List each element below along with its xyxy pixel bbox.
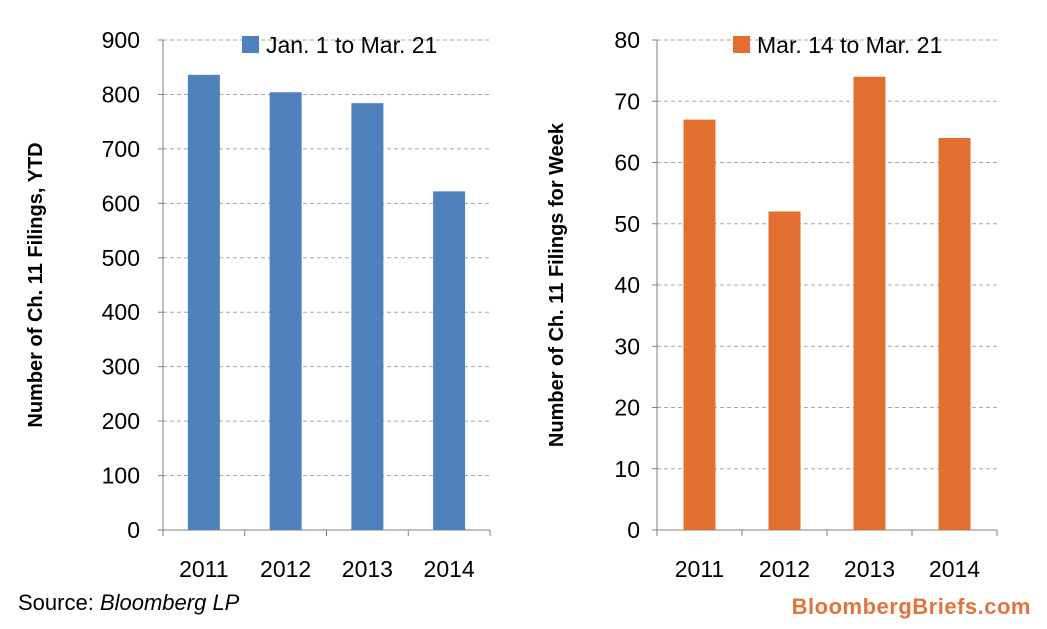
bar-2011 [683, 119, 716, 530]
legend-swatch [242, 36, 259, 53]
bar-2014 [433, 191, 466, 530]
legend-label: Mar. 14 to Mar. 21 [757, 32, 942, 58]
bar-2013 [351, 103, 384, 531]
y-tick-label: 500 [102, 245, 140, 271]
x-tick-label: 2011 [179, 556, 228, 582]
bar-2014 [938, 138, 971, 530]
x-tick-label: 2014 [424, 556, 475, 582]
x-tick-label: 2012 [759, 556, 810, 582]
y-axis-title: Number of Ch. 11 Filings, YTD [25, 142, 47, 427]
bar-2012 [768, 211, 801, 530]
y-tick-label: 40 [614, 272, 640, 298]
source-note: Source: Bloomberg LP [18, 590, 240, 615]
x-tick-label: 2013 [844, 556, 895, 582]
y-tick-label: 900 [102, 27, 140, 53]
y-tick-label: 700 [102, 136, 140, 162]
y-tick-label: 200 [102, 408, 140, 434]
bar-2012 [269, 92, 302, 531]
y-tick-label: 50 [614, 211, 640, 237]
x-tick-label: 2011 [675, 556, 724, 582]
y-tick-label: 30 [614, 333, 640, 359]
chart-2: 0 10 20 30 40 50 60 70 80 2011 2012 2013 2014 Number … [546, 27, 998, 582]
y-tick-label: 20 [614, 395, 640, 421]
y-tick-label: 400 [102, 299, 140, 325]
y-tick-label: 800 [102, 81, 140, 107]
y-tick-label: 300 [102, 354, 140, 380]
legend-swatch [733, 36, 750, 53]
x-tick-label: 2012 [260, 556, 311, 582]
y-tick-label: 80 [614, 27, 640, 53]
y-tick-label: 10 [614, 456, 640, 482]
x-tick-label: 2013 [342, 556, 393, 582]
y-tick-label: 60 [614, 150, 640, 176]
bar-2013 [853, 76, 886, 530]
legend-label: Jan. 1 to Mar. 21 [266, 32, 437, 58]
y-tick-label: 0 [127, 517, 140, 543]
y-tick-label: 100 [102, 463, 140, 489]
y-tick-label: 0 [627, 517, 640, 543]
y-tick-label: 70 [614, 88, 640, 114]
y-tick-label: 600 [102, 190, 140, 216]
source-name: Bloomberg LP [99, 590, 240, 615]
brand-logo: BloombergBriefs.com [791, 594, 1031, 619]
bar-2011 [187, 74, 220, 530]
y-axis-title: Number of Ch. 11 Filings for Week [546, 122, 568, 447]
x-tick-label: 2014 [929, 556, 980, 582]
chart-1: 0 100 200 300 400 500 600 700 800 900 2011 2012 2013… [25, 27, 491, 582]
